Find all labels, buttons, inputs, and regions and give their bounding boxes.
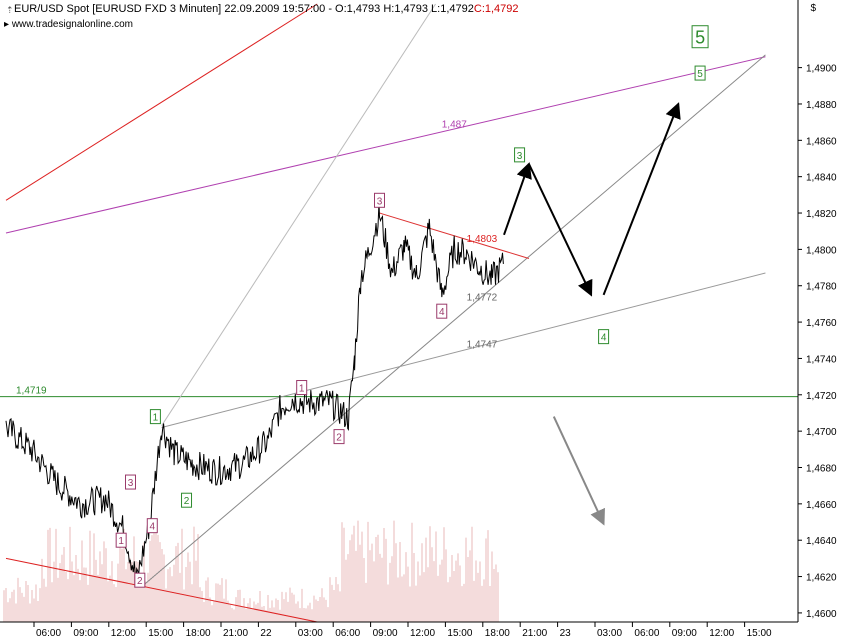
x-tick-label: 15:00 — [447, 628, 472, 639]
y-tick-label: 1,4860 — [806, 136, 837, 147]
wave-label: 2 — [137, 576, 143, 587]
trend-lines — [0, 3, 798, 623]
forecast-arrow — [527, 163, 593, 297]
wave-label-box — [436, 303, 448, 319]
y-tick-label: 1,4720 — [806, 391, 837, 402]
x-tick-label: 03:00 — [298, 628, 323, 639]
volume-bars — [3, 520, 499, 622]
wave-label-box — [149, 409, 161, 425]
interval: 3 Minuten] — [169, 3, 222, 15]
x-tick-label: 18:00 — [186, 628, 211, 639]
wave-label-box — [181, 492, 193, 508]
price-label: 1,4803 — [467, 234, 498, 245]
wave-label-box — [598, 329, 610, 345]
x-tick-label: 09:00 — [672, 628, 697, 639]
y-tick-label: 1,4620 — [806, 573, 837, 584]
x-tick-label: 06:00 — [335, 628, 360, 639]
wave-label-box — [296, 380, 308, 396]
wave-label-box — [134, 572, 146, 588]
y-tick-label: 1,4760 — [806, 318, 837, 329]
forecast-arrow — [552, 416, 605, 526]
x-tick-label: 12:00 — [709, 628, 734, 639]
currency-label: $ — [810, 3, 816, 14]
instrument-name: EUR/USD Spot [EURUSD FXD — [14, 3, 167, 15]
wave-label-box — [691, 25, 709, 49]
price-line — [5, 201, 504, 579]
x-tick-label: 21:00 — [223, 628, 248, 639]
y-tick-label: 1,4680 — [806, 464, 837, 475]
wave-label: 4 — [439, 307, 445, 318]
wave-label: 3 — [517, 151, 523, 162]
wave-label: 1 — [153, 413, 159, 424]
price-label: 1,487 — [442, 120, 467, 131]
wave-label: 5 — [697, 69, 703, 80]
chart-tool-icon[interactable]: ⇡ — [6, 5, 14, 15]
trend-line-purple-upper — [5, 56, 766, 234]
wave-label-box — [125, 474, 136, 490]
y-tick-label: 1,4840 — [806, 173, 837, 184]
y-tick-label: 1,4800 — [806, 245, 837, 256]
x-tick-label: 06:00 — [36, 628, 61, 639]
forecast-arrow — [503, 162, 532, 236]
trend-line-red-upper — [5, 3, 318, 201]
wave-label: 1 — [118, 536, 124, 547]
support-line-label: 1,4719 — [16, 386, 47, 397]
y-tick-label: 1,4600 — [806, 609, 837, 620]
trend-line-gray-lower-steep — [142, 54, 766, 587]
timestamp: 22.09.2009 19:57:00 — [224, 3, 326, 15]
x-tick-label: 15:00 — [747, 628, 772, 639]
trend-line-red-lower — [5, 557, 318, 623]
wave-label: 2 — [184, 496, 190, 507]
trend-line-gray-upper-steep — [161, 3, 436, 426]
x-tick-label: 15:00 — [148, 628, 173, 639]
wave-label: 2 — [336, 433, 342, 444]
trend-line-gray-middle — [161, 272, 766, 428]
x-tick-label: 09:00 — [73, 628, 98, 639]
close-value: C:1,4792 — [473, 3, 519, 15]
y-tick-label: 1,4640 — [806, 536, 837, 547]
wave-label: 3 — [377, 196, 383, 207]
wave-label: 1 — [299, 384, 305, 395]
y-tick-label: 1,4700 — [806, 427, 837, 438]
y-tick-label: 1,4880 — [806, 100, 837, 111]
wave-label-box — [146, 518, 158, 534]
x-tick-label: 21:00 — [522, 628, 547, 639]
y-tick-label: 1,4740 — [806, 354, 837, 365]
website-arrow-icon: ▸ — [4, 19, 12, 30]
y-tick-label: 1,4660 — [806, 500, 837, 511]
y-tick-label: 1,4780 — [806, 282, 837, 293]
wave-label-box — [374, 192, 385, 208]
wave-label-box — [514, 147, 526, 163]
wave-label: 3 — [128, 478, 134, 489]
wave-label-box — [694, 65, 706, 81]
y-tick-label: 1,4900 — [806, 64, 837, 75]
x-tick-label: 18:00 — [485, 628, 510, 639]
website-label: ▸ www.tradesignalonline.com — [4, 19, 133, 30]
wave-label: 5 — [695, 28, 705, 48]
x-tick-label: 22 — [260, 628, 272, 639]
chart-header: EUR/USD Spot [EURUSD FXD 3 Minuten] 22.0… — [14, 3, 519, 15]
x-tick-label: 03:00 — [597, 628, 622, 639]
x-tick-label: 23 — [560, 628, 572, 639]
y-tick-label: 1,4820 — [806, 209, 837, 220]
x-tick-label: 06:00 — [634, 628, 659, 639]
price-label: 1,4747 — [467, 340, 498, 351]
price-label: 1,4772 — [467, 292, 498, 303]
price-series — [5, 201, 504, 579]
x-tick-label: 09:00 — [373, 628, 398, 639]
wave-label-box — [115, 532, 127, 548]
forecast-arrows — [503, 102, 681, 526]
wave-label: 4 — [150, 522, 156, 533]
annotations: 1,4719 1,487 1,4803 1,4772 1,4747 1 2 3 4 1 2 1 2 3 4 3… — [16, 25, 709, 588]
wave-label-box — [333, 429, 345, 445]
ohl-values: - O:1,4793 H:1,4793 L:1,4792 — [328, 3, 474, 15]
x-tick-label: 12:00 — [410, 628, 435, 639]
forecast-arrow — [602, 102, 681, 296]
x-tick-label: 12:00 — [111, 628, 136, 639]
wave-label: 4 — [601, 333, 607, 344]
